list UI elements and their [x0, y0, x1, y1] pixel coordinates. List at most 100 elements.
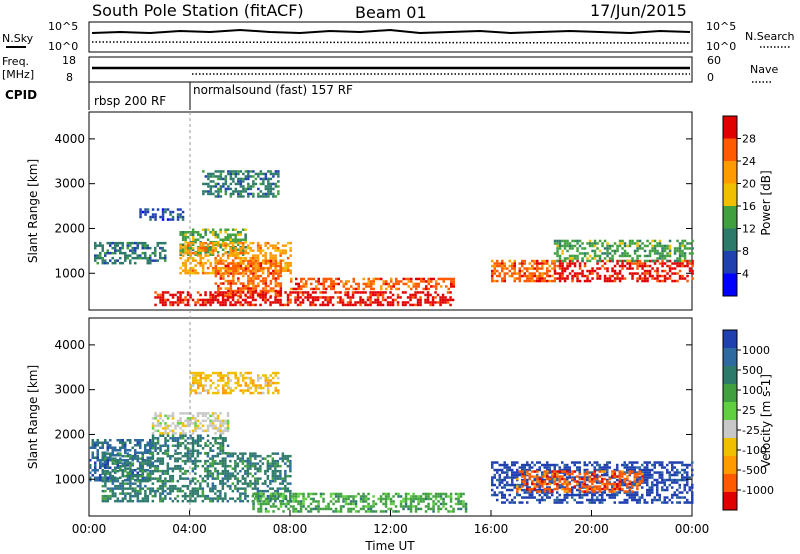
data-cell: [302, 492, 305, 496]
data-cell: [254, 298, 257, 302]
data-cell: [593, 461, 596, 464]
data-cell: [214, 195, 218, 198]
data-cell: [186, 449, 190, 452]
data-cell: [239, 499, 242, 503]
data-cell: [179, 422, 182, 425]
data-cell: [202, 384, 205, 387]
data-cell: [646, 272, 649, 275]
data-cell: [211, 249, 215, 252]
data-cell: [126, 459, 130, 463]
data-cell: [392, 282, 395, 286]
data-cell: [601, 466, 604, 469]
data-cell: [262, 277, 265, 280]
data-cell: [249, 472, 252, 475]
data-cell: [244, 228, 247, 231]
data-cell: [242, 187, 245, 191]
data-cell: [439, 298, 442, 302]
data-cell: [302, 497, 305, 501]
data-cell: [681, 496, 684, 499]
data-cell: [214, 282, 218, 285]
data-cell: [222, 274, 225, 278]
data-cell: [603, 498, 606, 502]
data-cell: [96, 254, 99, 257]
data-cell: [281, 452, 285, 455]
data-cell: [429, 507, 433, 511]
data-cell: [221, 464, 225, 468]
data-cell: [247, 267, 250, 270]
data-cell: [668, 498, 671, 502]
data-cell: [229, 292, 233, 295]
data-cell: [631, 498, 634, 502]
data-cell: [254, 452, 257, 455]
data-cell: [259, 172, 263, 176]
data-cell: [496, 461, 499, 464]
data-cell: [361, 291, 365, 294]
data-cell: [212, 175, 215, 178]
data-cell: [651, 488, 654, 492]
data-cell: [124, 479, 127, 482]
data-cell: [239, 272, 243, 275]
data-cell: [367, 502, 370, 506]
data-cell: [498, 476, 501, 479]
data-cell: [219, 492, 222, 495]
data-cell: [257, 292, 260, 295]
data-cell: [441, 296, 445, 299]
data-cell: [391, 298, 395, 302]
data-cell: [196, 442, 200, 445]
data-cell: [196, 291, 200, 294]
data-cell: [259, 499, 262, 503]
data-cell: [611, 269, 614, 273]
data-cell: [262, 289, 265, 293]
data-cell: [204, 303, 207, 307]
data-cell: [314, 507, 318, 511]
data-cell: [561, 249, 564, 253]
data-cell: [251, 296, 255, 299]
data-cell: [386, 301, 390, 304]
data-cell: [518, 493, 521, 497]
data-cell: [219, 177, 223, 181]
data-cell: [214, 417, 217, 420]
data-cell: [676, 264, 679, 268]
data-cell: [641, 471, 644, 474]
data-cell: [294, 301, 297, 304]
data-cell: [104, 479, 107, 483]
data-cell: [209, 251, 212, 254]
data-cell: [124, 459, 127, 462]
data-cell: [224, 269, 228, 273]
data-cell: [109, 472, 112, 475]
data-cell: [232, 172, 235, 176]
data-cell: [596, 496, 599, 499]
data-cell: [444, 507, 448, 511]
data-cell: [214, 267, 218, 270]
data-cell: [511, 274, 514, 278]
data-cell: [616, 247, 619, 250]
data-cell: [397, 282, 400, 286]
data-cell: [276, 474, 280, 478]
data-cell: [271, 246, 275, 250]
data-cell: [184, 241, 187, 244]
data-cell: [272, 510, 275, 513]
data-cell: [596, 481, 599, 484]
data-cell: [219, 459, 222, 463]
data-cell: [346, 291, 350, 294]
data-cell: [553, 269, 557, 273]
data-cell: [281, 266, 285, 270]
data-cell: [111, 489, 115, 493]
data-cell: [119, 452, 122, 455]
data-cell: [498, 483, 501, 487]
data-cell: [656, 277, 659, 280]
data-cell: [186, 249, 190, 252]
data-cell: [641, 264, 644, 268]
data-cell: [179, 444, 182, 447]
data-cell: [241, 467, 245, 470]
data-cell: [394, 298, 397, 302]
data-cell: [264, 177, 268, 181]
data-cell: [422, 280, 425, 283]
data-cell: [357, 510, 360, 513]
data-cell: [241, 253, 245, 256]
data-cell: [232, 279, 235, 283]
data-cell: [401, 301, 405, 304]
data-cell: [242, 180, 245, 183]
data-cell: [292, 505, 295, 508]
data-cell: [563, 267, 567, 270]
